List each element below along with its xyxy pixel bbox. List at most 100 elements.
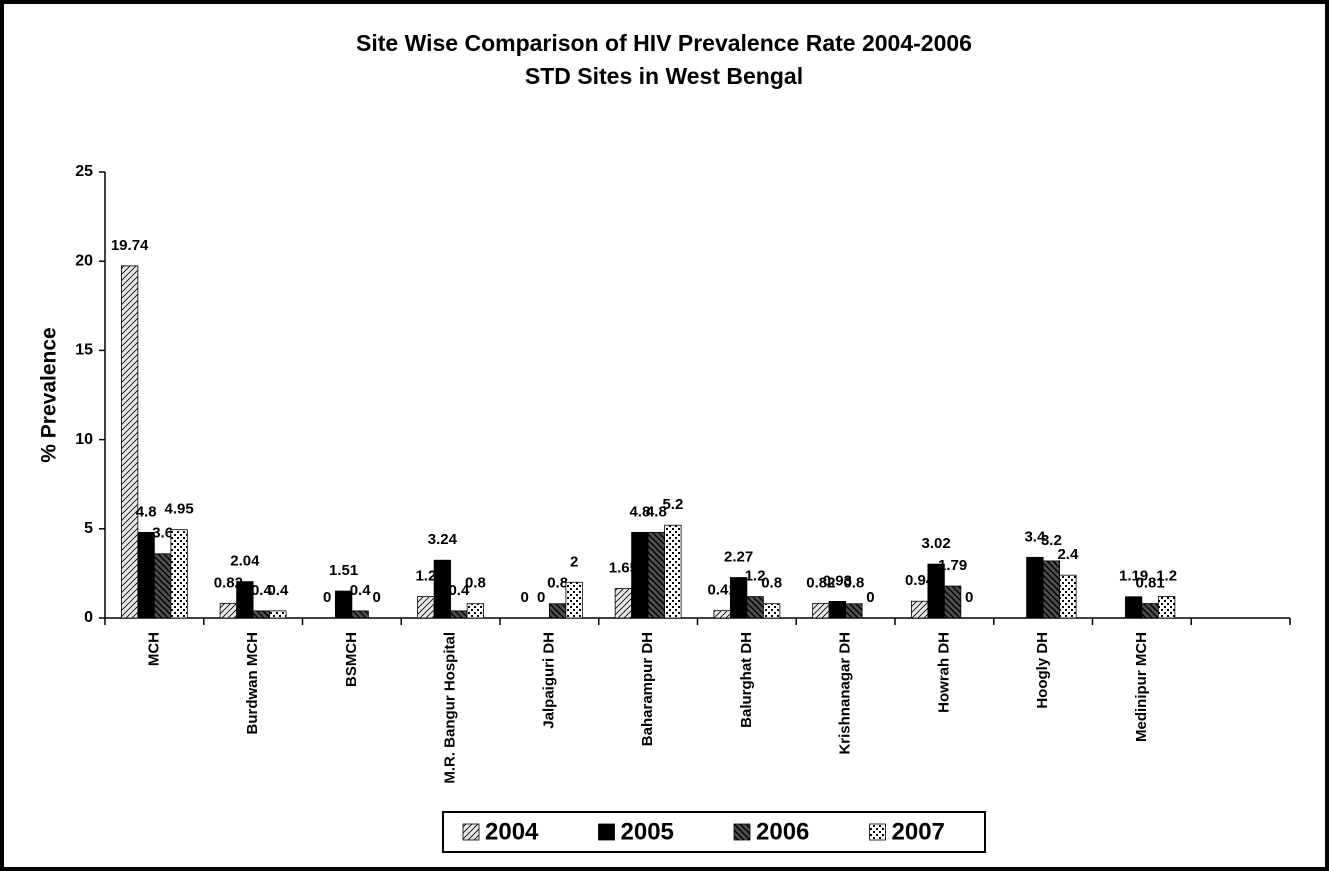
data-label: 2.4 <box>1057 546 1079 563</box>
data-label: 19.74 <box>111 237 149 254</box>
data-label: 0.81 <box>1136 575 1165 592</box>
y-tick-label: 15 <box>75 342 93 359</box>
chart-subtitle: STD Sites in West Bengal <box>525 63 803 89</box>
data-label: 0.8 <box>465 575 486 592</box>
data-label: 0 <box>537 589 545 606</box>
legend-label: 2006 <box>756 818 809 845</box>
bar <box>713 610 731 619</box>
data-label: 1.51 <box>329 562 358 579</box>
data-label: 1.79 <box>938 557 967 574</box>
data-label: 4.8 <box>646 503 667 520</box>
legend-swatch <box>598 823 615 841</box>
bar <box>137 531 155 619</box>
x-tick-label: MCH <box>145 632 162 666</box>
bar <box>647 531 666 619</box>
bar <box>334 590 353 619</box>
data-label: 1.2 <box>745 568 766 585</box>
data-label: 0.82 <box>214 574 243 591</box>
x-tick-label: M.R. Bangur Hospital <box>442 632 459 784</box>
legend-label: 2005 <box>621 818 674 845</box>
y-axis-label: % Prevalence <box>38 327 61 462</box>
data-label: 0 <box>866 589 874 606</box>
data-label: 0 <box>323 589 331 606</box>
x-tick-label: BSMCH <box>343 632 360 687</box>
data-label: 0.4 <box>350 582 372 599</box>
bar <box>631 531 649 619</box>
y-tick-label: 20 <box>75 252 93 269</box>
bar <box>664 524 682 619</box>
data-label: 1.2 <box>1156 568 1177 585</box>
y-tick-label: 0 <box>84 609 93 626</box>
data-label: 1.2 <box>415 568 436 585</box>
bar <box>466 603 485 619</box>
data-label: 0 <box>965 589 973 606</box>
data-label: 2.04 <box>230 553 260 570</box>
data-label: 5.2 <box>662 496 683 513</box>
bar <box>1059 574 1077 619</box>
bar <box>417 596 435 619</box>
legend-swatch <box>869 823 886 841</box>
bar <box>614 588 633 619</box>
bar <box>433 559 452 619</box>
data-label: 0 <box>372 589 380 606</box>
data-label: 0.82 <box>806 574 835 591</box>
data-label: 0.41 <box>708 582 737 599</box>
bar <box>943 585 962 619</box>
data-label: 3.02 <box>922 535 951 552</box>
x-tick-label: Baharampur DH <box>639 632 656 746</box>
legend-swatch <box>462 823 480 841</box>
bar <box>762 603 781 619</box>
y-tick-label: 10 <box>75 431 93 448</box>
data-label: 0 <box>520 589 528 606</box>
bar <box>812 602 830 619</box>
bar <box>236 581 254 619</box>
bar <box>269 610 287 619</box>
legend-label: 2007 <box>892 818 945 845</box>
bar <box>170 529 188 619</box>
bar <box>1026 556 1044 619</box>
bar <box>1141 603 1159 619</box>
data-label: 3.24 <box>428 531 458 548</box>
bar <box>746 596 764 619</box>
x-tick-label: Medinipur MCH <box>1133 632 1150 742</box>
data-label: 4.95 <box>165 501 194 518</box>
data-label: 0.94 <box>905 572 935 589</box>
data-label: 0.4 <box>267 582 289 599</box>
data-label: 0.8 <box>547 575 568 592</box>
bar <box>1124 596 1143 619</box>
bar <box>252 610 271 619</box>
data-label: 4.8 <box>629 503 650 520</box>
chart-title: Site Wise Comparison of HIV Prevalence R… <box>356 30 972 56</box>
bar <box>565 581 583 619</box>
bar <box>845 603 863 619</box>
bar <box>450 610 468 619</box>
data-label: 1.19 <box>1119 568 1148 585</box>
data-label: 1.65 <box>609 560 638 577</box>
data-label: 2 <box>570 553 578 570</box>
bar <box>153 553 172 619</box>
x-tick-label: Hoogly DH <box>1034 632 1051 709</box>
data-label: 0.8 <box>843 575 864 592</box>
data-label: 0.4 <box>251 582 273 599</box>
legend-label: 2004 <box>485 818 539 845</box>
legend-box <box>442 811 986 853</box>
bar <box>1042 560 1061 619</box>
y-tick-label: 25 <box>75 163 93 180</box>
data-label: 0.93 <box>823 572 852 589</box>
bar <box>351 610 369 619</box>
data-label: 0.4 <box>448 582 470 599</box>
bar <box>120 265 139 619</box>
bar <box>548 603 567 619</box>
y-tick-label: 5 <box>84 520 93 537</box>
x-tick-label: Jalpaiguri DH <box>540 632 557 729</box>
data-label: 3.2 <box>1041 532 1062 549</box>
x-tick-label: Balurghat DH <box>738 632 755 728</box>
data-label: 2.27 <box>724 548 753 565</box>
bar <box>828 601 847 619</box>
data-label: 3.4 <box>1024 528 1046 545</box>
bar <box>219 602 238 619</box>
x-tick-label: Krishnanagar DH <box>837 632 854 755</box>
x-tick-label: Howrah DH <box>935 632 952 713</box>
